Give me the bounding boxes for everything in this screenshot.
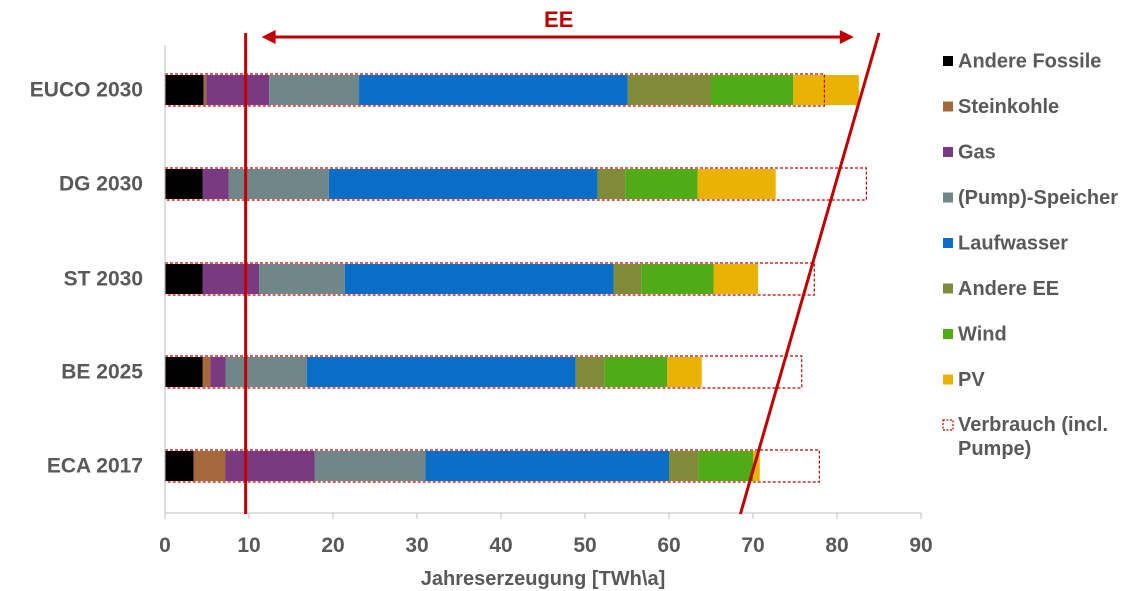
bar-segment: [203, 75, 207, 105]
legend-item-label: PV: [958, 369, 985, 391]
x-axis-title: Jahreserzeugung [TWh\a]: [421, 568, 665, 590]
legend-swatch: [943, 374, 953, 385]
bar-segment: [328, 169, 598, 199]
bar-segment: [202, 264, 260, 294]
x-tick-label: 80: [825, 534, 848, 557]
bar-segment: [269, 75, 360, 105]
legend-item-label: Gas: [958, 141, 996, 163]
bar-segment: [667, 357, 702, 387]
category-label: ST 2030: [64, 268, 143, 291]
category-label: EUCO 2030: [30, 79, 143, 102]
bar-segment: [793, 75, 859, 105]
bar-segment: [206, 75, 270, 105]
bar-segment: [613, 264, 642, 294]
bar-segment: [344, 264, 614, 294]
bar-segment: [202, 169, 229, 199]
x-tick-label: 40: [489, 534, 512, 557]
bar-segment: [697, 169, 776, 199]
x-tick-label: 60: [657, 534, 680, 557]
legend-swatch: [943, 147, 953, 157]
bar-segment: [165, 75, 204, 105]
legend-item-label: Andere EE: [958, 278, 1059, 300]
bar-segment: [165, 451, 194, 481]
x-tick-label: 30: [405, 534, 428, 557]
bar-segment: [711, 75, 794, 105]
x-tick-label: 90: [909, 534, 932, 557]
bar-segment: [228, 169, 329, 199]
legend-item-label: (Pump)-Speicher: [958, 187, 1118, 209]
bar-segment: [425, 451, 669, 481]
category-label: BE 2025: [61, 361, 143, 384]
bar-segment: [641, 264, 714, 294]
bar-segment: [165, 357, 203, 387]
bar-segment: [225, 357, 307, 387]
legend-item-label: Andere Fossile: [958, 50, 1101, 72]
x-tick-label: 20: [321, 534, 344, 557]
legend-swatch: [943, 238, 953, 248]
bar-segment: [669, 451, 699, 481]
legend-swatch: [943, 329, 953, 339]
category-label: ECA 2017: [47, 455, 143, 478]
legend-item-label: Laufwasser: [958, 232, 1068, 254]
legend-item-label: Steinkohle: [958, 96, 1059, 118]
bar-segment: [193, 451, 226, 481]
legend-item-label: Wind: [958, 323, 1007, 345]
x-tick-label: 50: [573, 534, 596, 557]
bar-segment: [604, 357, 668, 387]
trend-line: [738, 32, 881, 515]
ee-label: EE: [544, 7, 573, 32]
bar-segment: [306, 357, 576, 387]
legend-item-line: Verbrauch (incl.: [958, 414, 1108, 436]
bars-group: [165, 75, 859, 481]
x-tick-label: 10: [237, 534, 260, 557]
bar-segment: [314, 451, 426, 481]
ee-arrow-head-left: [261, 30, 276, 44]
legend-item-line: Pumpe): [958, 438, 1031, 460]
bar-segment: [165, 264, 203, 294]
legend-swatch: [943, 192, 953, 203]
legend-swatch: [942, 419, 954, 431]
legend-swatch: [943, 283, 953, 294]
bar-segment: [575, 357, 605, 387]
annotations-group: EE: [244, 7, 881, 515]
bar-segment: [165, 169, 203, 199]
bar-segment: [225, 451, 315, 481]
ee-arrow-head-right: [839, 30, 854, 44]
legend: Andere Fossile Steinkohle Gas (Pump)-Speich…: [942, 50, 1118, 460]
x-tick-label: 70: [741, 534, 764, 557]
category-label: DG 2030: [59, 173, 143, 196]
legend-item-label: Verbrauch (incl. Pumpe): [958, 414, 1108, 460]
bar-segment: [597, 169, 626, 199]
bar-segment: [359, 75, 628, 105]
bar-segment: [259, 264, 345, 294]
bar-segment: [713, 264, 759, 294]
bar-segment: [627, 75, 711, 105]
bar-segment: [625, 169, 698, 199]
bar-segment: [753, 451, 760, 481]
axes-group: EUCO 2030 DG 2030 ST 2030 BE 2025 ECA 2017 0 1…: [30, 45, 933, 590]
bar-segment: [202, 357, 211, 387]
bar-segment: [698, 451, 753, 481]
legend-swatch: [943, 101, 953, 112]
bar-segment: [210, 357, 226, 387]
legend-swatch: [943, 56, 953, 66]
x-tick-label: 0: [159, 534, 171, 557]
